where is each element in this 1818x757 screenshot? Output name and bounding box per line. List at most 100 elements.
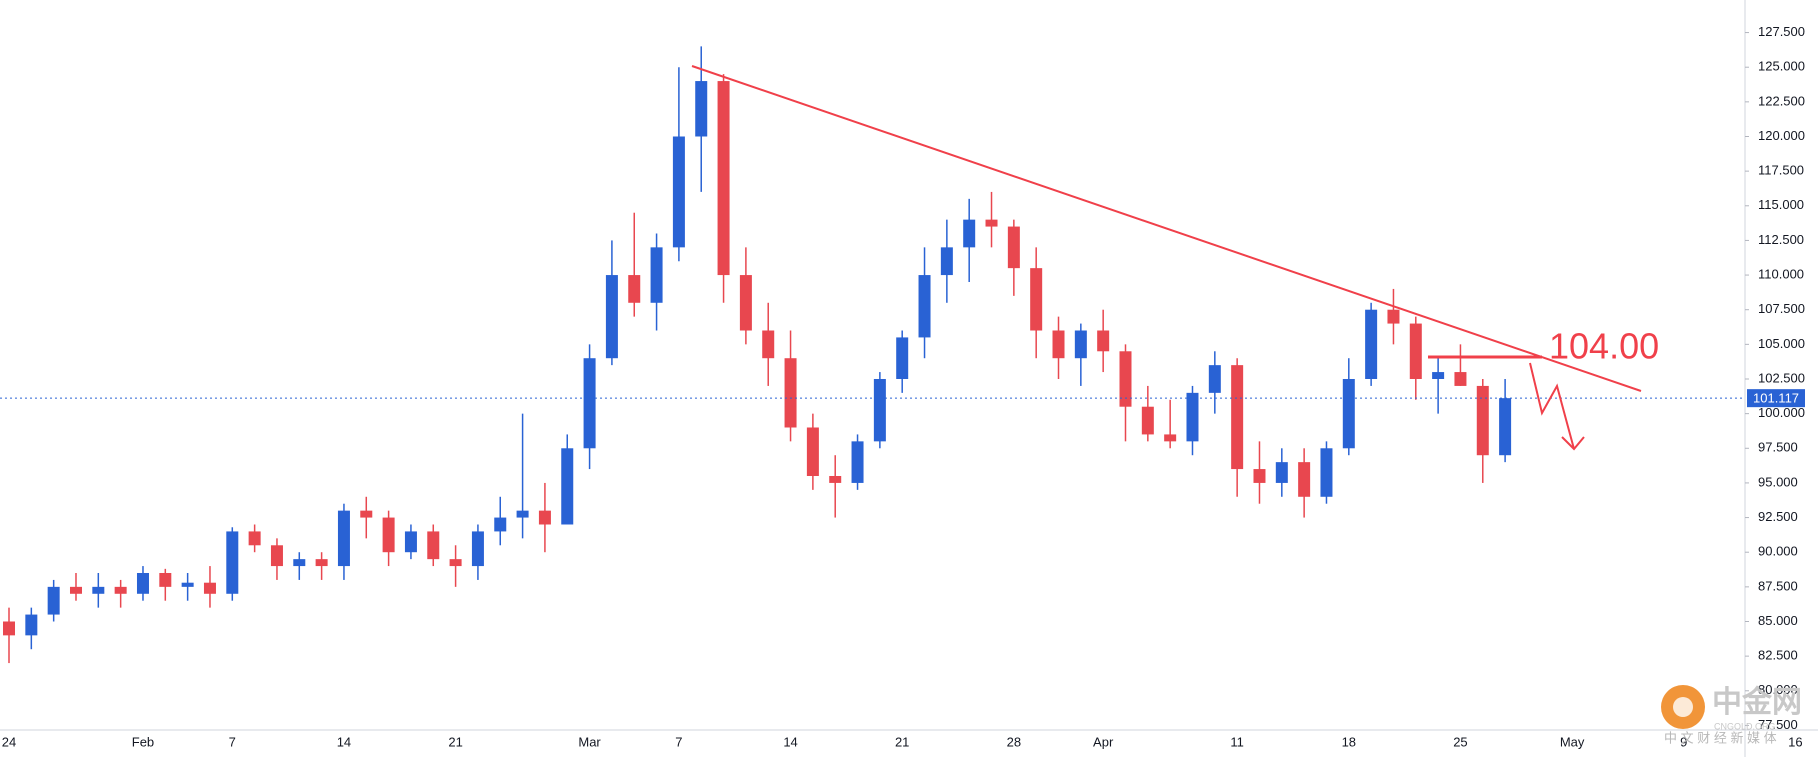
y-tick-label: 122.500 — [1758, 93, 1805, 108]
projection-arrow — [1529, 362, 1575, 450]
y-tick-label: 105.000 — [1758, 336, 1805, 351]
candle-body — [896, 337, 909, 379]
candle-body — [69, 586, 82, 594]
y-tick-label: 110.000 — [1758, 267, 1804, 282]
candle-body — [1164, 434, 1177, 442]
watermark-site: CNGOLD.ORG — [1714, 721, 1776, 731]
candle-body — [1186, 392, 1199, 442]
candle-body — [1119, 351, 1132, 407]
y-tick-label: 92.500 — [1758, 509, 1798, 524]
candle-body — [404, 531, 417, 553]
candle-body — [1298, 462, 1311, 497]
y-tick-label: 100.000 — [1758, 405, 1805, 420]
x-tick-label: 14 — [337, 734, 351, 749]
x-tick-label: 18 — [1342, 734, 1356, 749]
candle-body — [739, 275, 752, 331]
candle-body — [159, 572, 172, 587]
y-tick-label: 77.500 — [1758, 717, 1798, 732]
candle-body — [717, 81, 730, 276]
candle-body — [1030, 268, 1043, 331]
x-tick-label: Feb — [132, 734, 154, 749]
watermark-tagline: 中 文 财 经 新 媒 体 — [1664, 730, 1777, 745]
candle-body — [47, 586, 60, 615]
x-tick-label: 7 — [675, 734, 682, 749]
candle-body — [561, 448, 574, 525]
candle-body — [538, 510, 551, 525]
candle-body — [337, 510, 350, 567]
candle-body — [427, 531, 440, 560]
candle-body — [762, 330, 775, 359]
candle-body — [1074, 330, 1087, 359]
y-tick-label: 85.000 — [1758, 613, 1798, 628]
y-tick-label: 90.000 — [1758, 544, 1798, 559]
candle-body — [92, 586, 105, 594]
x-tick-label: 16 — [1788, 734, 1802, 749]
candle-body — [494, 517, 507, 532]
candle-body — [181, 582, 194, 587]
candle-body — [695, 81, 708, 137]
candle-body — [784, 358, 797, 428]
x-tick-label: Mar — [578, 734, 601, 749]
x-tick-label: 25 — [1453, 734, 1467, 749]
candle-body — [1409, 323, 1422, 379]
candle-body — [1141, 406, 1154, 435]
candle-body — [1275, 462, 1288, 483]
candle-body — [650, 247, 663, 303]
candle-body — [315, 559, 328, 567]
candle-body — [1208, 365, 1221, 393]
candle-body — [1320, 448, 1333, 497]
y-tick-label: 95.000 — [1758, 474, 1798, 489]
candle-body — [1454, 372, 1467, 386]
candle-body — [382, 517, 395, 553]
annotation-label: 104.00 — [1549, 326, 1659, 367]
x-tick-label: 9 — [1680, 734, 1687, 749]
x-tick-label: 14 — [783, 734, 797, 749]
candle-body — [3, 621, 15, 636]
last-price-box — [1747, 389, 1805, 408]
watermark-logo-core — [1673, 697, 1693, 717]
candle-body — [449, 559, 462, 567]
y-tick-label: 120.000 — [1758, 128, 1805, 143]
candle-body — [918, 275, 931, 338]
candle-body — [1253, 469, 1266, 483]
y-tick-label: 117.500 — [1758, 163, 1804, 178]
y-tick-label: 97.500 — [1758, 440, 1798, 455]
candle-body — [940, 247, 953, 276]
candle-body — [1007, 226, 1020, 269]
x-tick-label: Apr — [1093, 734, 1114, 749]
candle-body — [1097, 330, 1110, 352]
y-tick-label: 107.500 — [1758, 301, 1805, 316]
last-price-label: 101.117 — [1753, 391, 1799, 406]
candle-body — [628, 275, 641, 303]
candle-body — [672, 136, 685, 248]
candle-body — [1342, 378, 1355, 449]
candle-body — [471, 531, 484, 567]
y-tick-label: 102.500 — [1758, 370, 1805, 385]
x-tick-label: 21 — [895, 734, 909, 749]
candle-body — [829, 475, 842, 483]
candle-body — [985, 219, 998, 227]
candle-body — [114, 586, 127, 594]
candle-body — [1499, 398, 1512, 456]
candle-body — [1231, 365, 1244, 470]
candle-body — [293, 559, 306, 567]
candle-body — [360, 510, 373, 518]
y-tick-label: 82.500 — [1758, 648, 1798, 663]
candle-body — [270, 545, 283, 567]
y-tick-label: 80.000 — [1758, 682, 1798, 697]
y-tick-label: 87.500 — [1758, 578, 1798, 593]
candle-body — [516, 510, 529, 518]
candle-body — [605, 275, 618, 359]
candle-body — [25, 614, 38, 636]
watermark-logo: 中金网 — [1712, 685, 1802, 719]
candle-body — [1432, 372, 1445, 379]
y-tick-label: 125.000 — [1758, 59, 1805, 74]
x-tick-label: 21 — [448, 734, 462, 749]
candle-body — [136, 572, 149, 594]
y-tick-label: 127.500 — [1758, 24, 1805, 39]
trend-line — [691, 65, 1642, 392]
